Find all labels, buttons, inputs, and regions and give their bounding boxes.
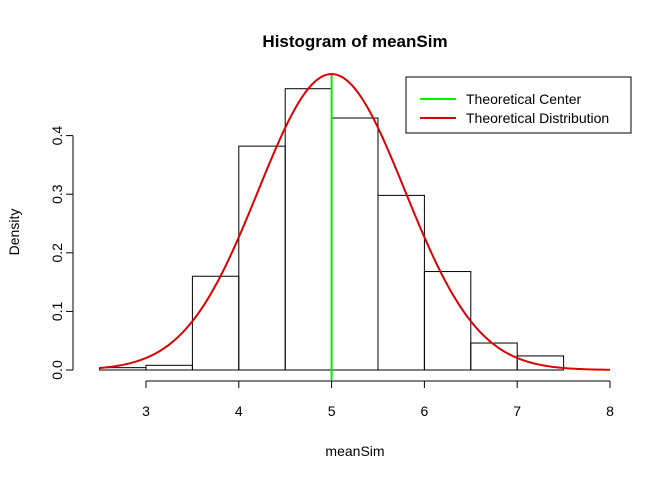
overlay-lines — [99, 73, 611, 380]
x-axis: 3 4 5 6 7 8 — [142, 380, 614, 419]
legend-entry: Theoretical Distribution — [466, 110, 609, 126]
histogram-bar — [516, 355, 565, 371]
histogram-bar — [331, 117, 379, 371]
y-axis: 0.0 0.1 0.2 0.3 0.4 — [49, 126, 74, 380]
x-tick-label: 5 — [328, 403, 336, 419]
y-axis-label: Density — [6, 209, 22, 256]
x-axis-label: meanSim — [325, 443, 384, 459]
y-tick-label: 0.0 — [49, 360, 65, 380]
x-tick-label: 8 — [606, 403, 614, 419]
histogram-bar — [191, 275, 240, 371]
y-tick-label: 0.4 — [49, 126, 65, 146]
chart-title: Histogram of meanSim — [262, 32, 447, 51]
x-tick-label: 4 — [235, 403, 243, 419]
legend-entry: Theoretical Center — [466, 91, 582, 107]
x-tick-label: 6 — [421, 403, 429, 419]
y-tick-label: 0.3 — [49, 184, 65, 204]
y-tick-label: 0.1 — [49, 301, 65, 321]
theoretical-distribution-curve — [99, 73, 611, 371]
x-tick-label: 3 — [142, 403, 150, 419]
legend-box — [405, 76, 632, 134]
histogram-bar — [284, 88, 333, 371]
x-tick-label: 7 — [513, 403, 521, 419]
y-tick-label: 0.2 — [49, 243, 65, 263]
histogram-bar — [145, 364, 193, 371]
legend: Theoretical Center Theoretical Distributi… — [405, 76, 632, 134]
histogram-bar — [470, 342, 518, 371]
